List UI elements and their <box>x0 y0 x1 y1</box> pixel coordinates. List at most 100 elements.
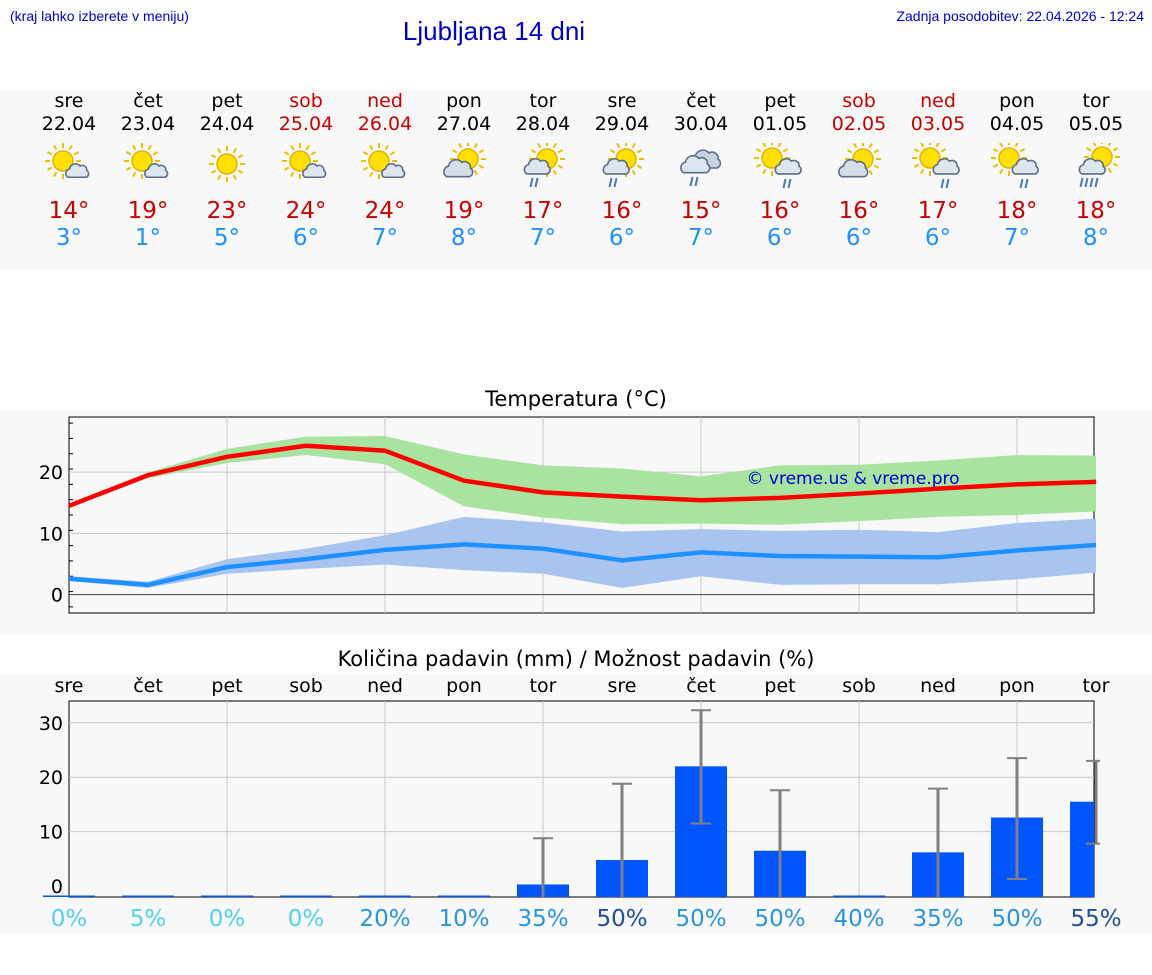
x-category-label: pon <box>446 675 482 697</box>
day-name: pon <box>446 90 482 112</box>
sun-cloud-heavy-rain-icon <box>1078 143 1120 188</box>
min-temperature: 8° <box>1082 225 1110 251</box>
x-category-label: sob <box>842 675 876 697</box>
day-date: 05.05 <box>1068 113 1124 135</box>
day-column: ned 03.05 17° 6° <box>899 90 978 251</box>
precipitation-probability: 35% <box>517 906 568 932</box>
precipitation-probability: 20% <box>359 906 410 932</box>
precipitation-bar <box>43 895 95 897</box>
x-category-label: pet <box>211 675 242 697</box>
min-temperature: 5° <box>213 225 241 251</box>
sun-cloud-light-rain-icon <box>991 143 1039 189</box>
day-column: čet 23.04 19° 1° <box>109 90 188 251</box>
daily-forecast-strip: sre 22.04 14° 3° čet 23.04 19° 1° pet 24.04 23° 5° s… <box>0 90 1152 270</box>
day-column: sre 29.04 16° 6° <box>583 90 662 251</box>
x-category-label: tor <box>1083 675 1110 697</box>
y-tick-label: 0 <box>51 585 63 607</box>
max-temperature: 24° <box>285 198 327 224</box>
day-column: ned 26.04 24° 7° <box>346 90 425 251</box>
day-date: 25.04 <box>278 113 334 135</box>
y-tick-label: 20 <box>39 767 63 789</box>
precipitation-probability: 0% <box>51 906 88 932</box>
x-category-label: pet <box>764 675 795 697</box>
day-name: čet <box>686 90 716 112</box>
precipitation-bar <box>280 895 332 897</box>
min-temperature: 6° <box>766 225 794 251</box>
day-name: pet <box>211 90 243 112</box>
max-temperature-line <box>68 443 1097 508</box>
max-temperature: 18° <box>996 198 1038 224</box>
min-temperature: 1° <box>134 225 162 251</box>
precipitation-probability: 55% <box>1070 906 1121 932</box>
max-temperature: 18° <box>1075 198 1117 224</box>
day-date: 02.05 <box>831 113 887 135</box>
precipitation-probability: 10% <box>438 906 489 932</box>
max-temperature: 15° <box>680 198 722 224</box>
max-temperature: 16° <box>601 198 643 224</box>
day-date: 30.04 <box>673 113 729 135</box>
max-temperature: 16° <box>759 198 801 224</box>
min-temperature: 6° <box>924 225 952 251</box>
precipitation-bar <box>1070 801 1094 897</box>
sun-small-cloud-icon <box>45 143 90 179</box>
x-category-label: čet <box>133 675 163 697</box>
temperature-chart-title: Temperatura (°C) <box>485 387 667 411</box>
day-column: pet 24.04 23° 5° <box>188 90 267 251</box>
precipitation-probability: 50% <box>754 906 805 932</box>
y-tick-label: 20 <box>39 462 63 484</box>
sun-cloud-rain-icon <box>523 143 565 188</box>
day-date: 28.04 <box>515 113 571 135</box>
sun-small-cloud-icon <box>282 143 327 179</box>
x-category-label: sre <box>608 675 637 697</box>
min-temperature: 3° <box>55 225 83 251</box>
sun-small-cloud-icon <box>124 143 169 179</box>
y-tick-label: 10 <box>39 523 63 545</box>
precipitation-bar <box>359 895 411 897</box>
day-name: pon <box>999 90 1035 112</box>
precipitation-probability: 5% <box>130 906 167 932</box>
day-date: 24.04 <box>199 113 255 135</box>
sun-icon <box>209 146 245 182</box>
precipitation-probability: 0% <box>288 906 325 932</box>
precipitation-chart-panel: sre čet pet sob ned pon tor sre čet pet sob ned pon t… <box>0 674 1152 934</box>
max-temperature: 19° <box>443 198 485 224</box>
page-title: Ljubljana 14 dni <box>402 16 586 46</box>
min-temperature-line <box>68 542 1097 588</box>
min-temperature: 6° <box>608 225 636 251</box>
precipitation-probability: 50% <box>596 906 647 932</box>
max-temperature: 23° <box>206 198 248 224</box>
day-column: pon 04.05 18° 7° <box>978 90 1057 251</box>
x-category-label: pon <box>999 675 1035 697</box>
day-column: sre 22.04 14° 3° <box>30 90 109 251</box>
day-date: 26.04 <box>357 113 413 135</box>
precipitation-chart-title: Količina padavin (mm) / Možnost padavin … <box>337 647 815 671</box>
day-name: čet <box>133 90 163 112</box>
day-name: tor <box>529 90 557 112</box>
sun-small-cloud-icon <box>361 143 406 179</box>
location-menu-hint: (kraj lahko izberete v meniju) <box>10 8 189 24</box>
max-temperature: 24° <box>364 198 406 224</box>
last-update-label: Zadnja posodobitev: 22.04.2026 - 12:24 <box>896 8 1144 24</box>
x-category-label: ned <box>920 675 956 697</box>
day-date: 29.04 <box>594 113 650 135</box>
partly-cloudy-icon <box>838 143 881 178</box>
cloud-rain-icon <box>680 149 722 187</box>
max-temperature: 17° <box>917 198 959 224</box>
day-name: ned <box>367 90 403 112</box>
day-date: 04.05 <box>989 113 1045 135</box>
sun-cloud-light-rain-icon <box>754 143 802 189</box>
precipitation-probability: 0% <box>209 906 246 932</box>
min-temperature: 7° <box>687 225 715 251</box>
max-temperature: 14° <box>48 198 90 224</box>
precipitation-probability: 50% <box>675 906 726 932</box>
day-column: pon 27.04 19° 8° <box>425 90 504 251</box>
y-tick-label: 0 <box>51 876 63 898</box>
day-column: tor 28.04 17° 7° <box>504 90 583 251</box>
day-name: pet <box>764 90 796 112</box>
day-name: sob <box>289 90 323 112</box>
temperature-chart-panel: 0 10 20 © vreme.us & vreme.pro <box>0 410 1152 634</box>
day-name: ned <box>920 90 956 112</box>
sun-cloud-light-rain-icon <box>912 143 960 189</box>
x-category-label: ned <box>367 675 403 697</box>
min-temperature: 7° <box>371 225 399 251</box>
